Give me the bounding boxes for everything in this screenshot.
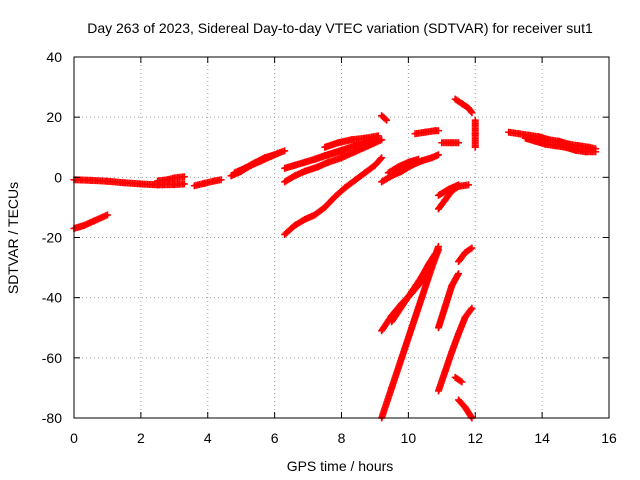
data-point [434,246,442,254]
data-point [434,127,442,135]
y-tick-label: -80 [42,410,62,426]
data-point [457,377,465,385]
data-point [378,136,386,144]
data-point [471,143,479,151]
x-tick-label: 2 [137,430,145,446]
x-axis-label: GPS time / hours [287,458,394,474]
data-point [458,378,466,386]
data-point [455,270,463,278]
grid-lines [74,57,609,418]
x-tick-label: 4 [204,430,212,446]
y-tick-label: 20 [46,109,62,125]
x-tick-label: 16 [601,430,617,446]
x-tick-label: 6 [271,430,279,446]
x-tick-label: 10 [401,430,417,446]
data-point [467,245,475,253]
data-point [381,115,389,123]
y-axis-label: SDTVAR / TECUs [5,182,21,294]
x-tick-label: 8 [338,430,346,446]
data-point [271,151,279,159]
data-point [217,176,225,184]
y-tick-label: 0 [54,169,62,185]
data-point [455,181,463,189]
data-point [468,109,476,117]
x-tick-label: 12 [467,430,483,446]
data-point [592,148,600,156]
data-point [467,305,475,313]
data-point [378,154,386,162]
data-point [281,147,289,155]
data-point [455,139,463,147]
y-tick-label: 40 [46,49,62,65]
data-point [414,155,422,163]
data-point [467,413,475,421]
data-point [383,116,391,124]
data-point [103,211,111,219]
y-tick-label: -60 [42,350,62,366]
data-point [377,155,385,163]
axis-ticks: 0 2 4 6 8 10 12 14 16 -80 -60 -40 -20 0 20 40 [42,49,617,446]
chart-title: Day 263 of 2023, Sidereal Day-to-day VTE… [87,20,593,36]
x-tick-label: 0 [70,430,78,446]
y-tick-label: -40 [42,290,62,306]
data-point [468,244,476,252]
data-point [180,180,188,188]
data-point [465,181,473,189]
data-point [434,151,442,159]
data-point [468,304,476,312]
x-tick-label: 14 [534,430,550,446]
data-points [70,95,600,422]
data-point [467,108,475,116]
data-point [180,173,188,181]
y-tick-label: -20 [42,230,62,246]
